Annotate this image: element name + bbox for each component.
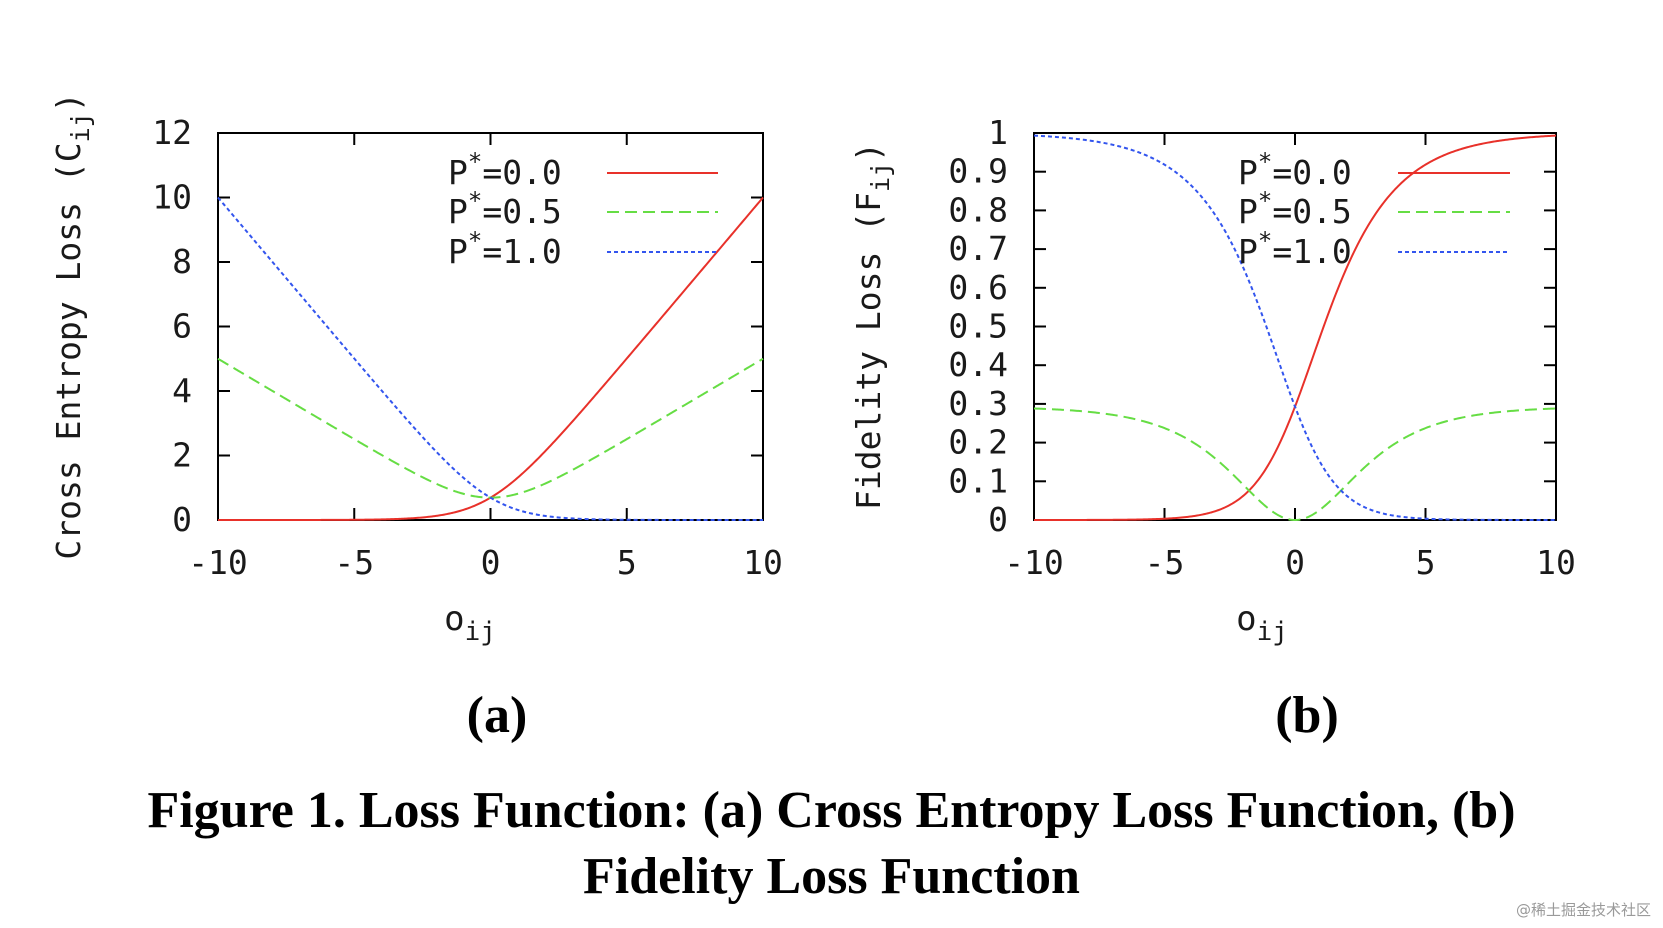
y-tick-label: 0.5 bbox=[948, 307, 1008, 346]
y-tick-label: 0.4 bbox=[948, 345, 1008, 384]
x-axis-label: oij bbox=[444, 599, 496, 647]
chart-a: -10 -5 0 5 10 0 2 4 6 8 10 12 oij Cross Entropy Loss … bbox=[49, 92, 783, 744]
y-tick-label: 2 bbox=[172, 436, 192, 475]
legend-label: P*=1.0 bbox=[448, 227, 562, 271]
x-tick-label: 5 bbox=[617, 543, 637, 582]
x-axis-label: oij bbox=[1236, 599, 1288, 647]
y-tick-label: 0.3 bbox=[948, 384, 1008, 423]
x-tick-label: 0 bbox=[1285, 543, 1305, 582]
y-tick-label: 0.7 bbox=[948, 229, 1008, 268]
y-tick-label: 0.2 bbox=[948, 423, 1008, 462]
legend-label: P*=0.5 bbox=[448, 187, 562, 231]
y-axis-label: Cross Entropy Loss (Cij) bbox=[49, 92, 95, 559]
x-tick-label: 10 bbox=[1536, 543, 1576, 582]
y-tick-label: 0 bbox=[988, 500, 1008, 539]
legend-label: P*=0.0 bbox=[1238, 148, 1352, 192]
y-tick-label: 0.8 bbox=[948, 190, 1008, 229]
y-tick-label: 1 bbox=[988, 113, 1008, 152]
y-tick-label: 12 bbox=[152, 113, 192, 152]
figure-caption-line-1: Figure 1. Loss Function: (a) Cross Entro… bbox=[147, 782, 1516, 839]
x-tick-label: 0 bbox=[481, 543, 501, 582]
y-tick-label: 10 bbox=[152, 178, 192, 217]
y-tick-label: 6 bbox=[172, 307, 192, 346]
chart-b: -10 -5 0 5 1000.10.20.30.40.50.60.70.80.91oi… bbox=[849, 113, 1576, 744]
series-line-0-5 bbox=[217, 357, 764, 499]
panel-label: (b) bbox=[1275, 687, 1339, 744]
y-axis-label: Fidelity Loss (Fij) bbox=[849, 142, 895, 510]
x-tick-label: 10 bbox=[743, 543, 783, 582]
y-tick-label: 4 bbox=[172, 371, 192, 410]
y-tick-label: 0.9 bbox=[948, 152, 1008, 191]
legend-label: P*=1.0 bbox=[1238, 227, 1352, 271]
watermark: @稀土掘金技术社区 bbox=[1515, 901, 1651, 919]
y-tick-label: 0 bbox=[172, 500, 192, 539]
series-line-1-0 bbox=[217, 196, 763, 521]
x-tick-label: -5 bbox=[1145, 543, 1185, 582]
series-line-1-0 bbox=[1033, 134, 1556, 521]
x-tick-label: -5 bbox=[334, 543, 374, 582]
series-line-0-5 bbox=[1033, 407, 1557, 522]
figure-caption-line-2: Fidelity Loss Function bbox=[583, 848, 1080, 905]
legend-label: P*=0.0 bbox=[448, 148, 562, 192]
panel-label: (a) bbox=[467, 687, 528, 744]
x-tick-label: -10 bbox=[1004, 543, 1064, 582]
y-tick-label: 0.1 bbox=[948, 461, 1008, 500]
y-tick-label: 0.6 bbox=[948, 268, 1008, 307]
y-tick-label: 8 bbox=[172, 242, 192, 281]
x-tick-label: 5 bbox=[1416, 543, 1436, 582]
legend-label: P*=0.5 bbox=[1238, 187, 1352, 231]
x-tick-label: -10 bbox=[188, 543, 248, 582]
